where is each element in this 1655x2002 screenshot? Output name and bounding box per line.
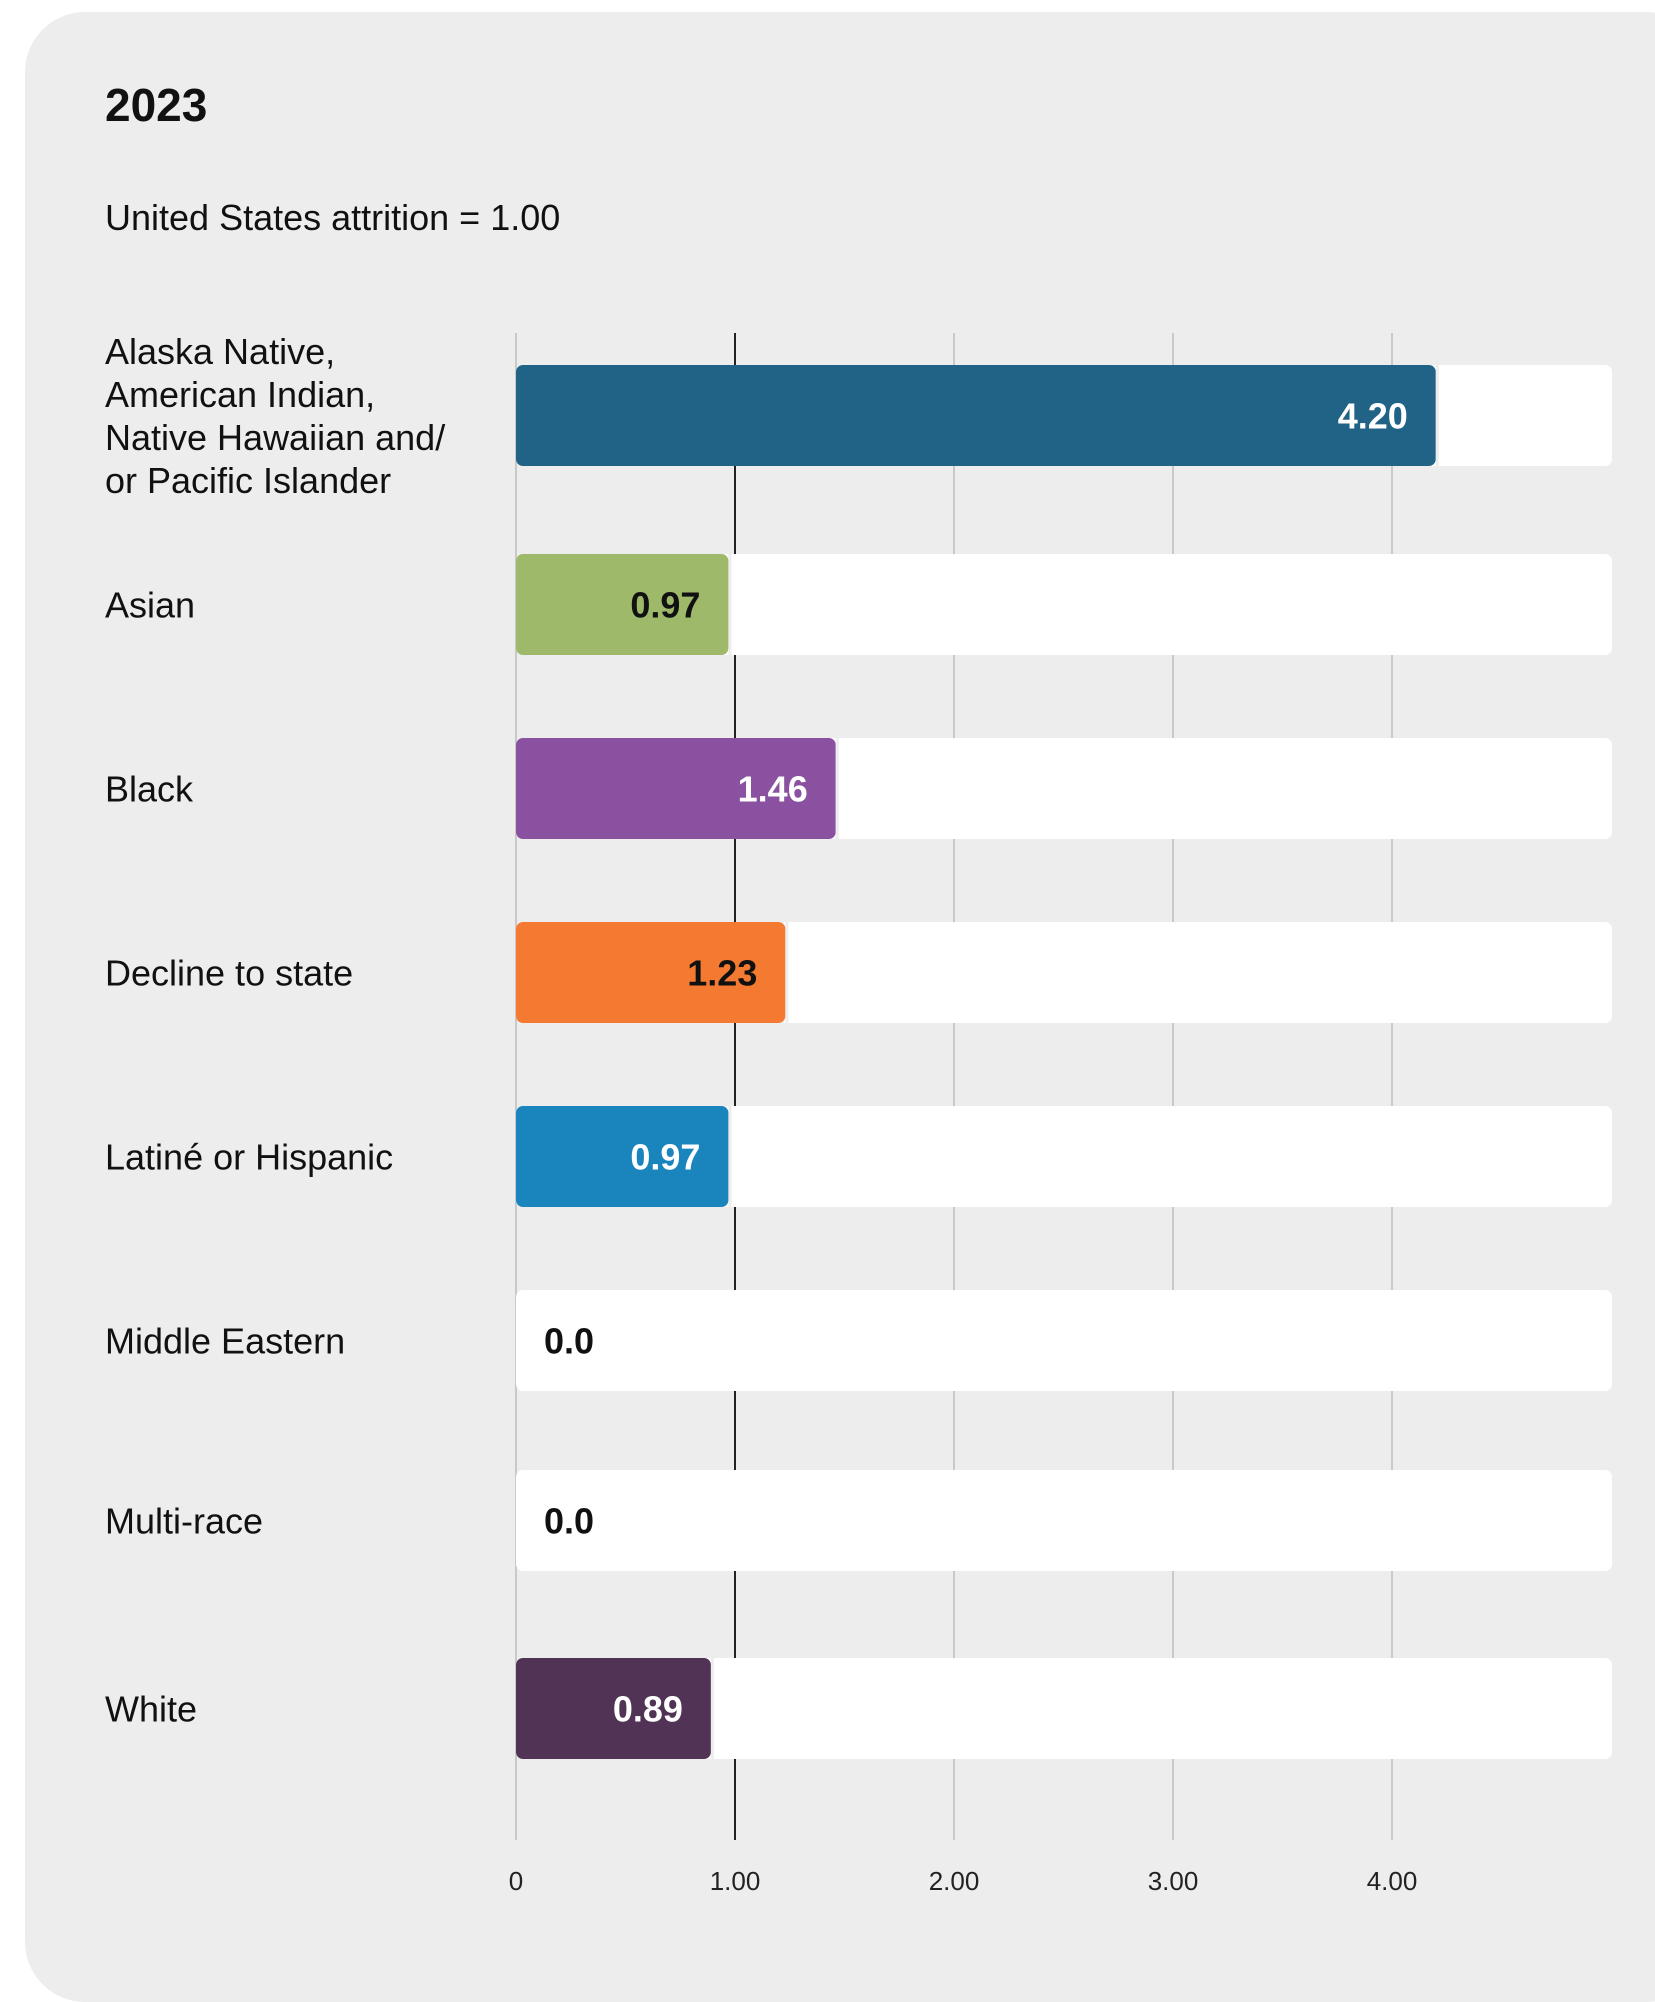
bar-value-label: 0.0 (544, 1321, 594, 1362)
bar-row: 0.97 (516, 554, 1612, 655)
bars-layer: 4.20 0.97 1.46 1.23 0.97 0.0 0.0 0.89 (516, 365, 1612, 1759)
category-labels-layer: Alaska Native, American Indian, Native Haw… (105, 331, 445, 1730)
bar-track (516, 1658, 1612, 1759)
x-tick-label: 4.00 (1367, 1866, 1418, 1896)
bar-separator (785, 922, 789, 1023)
category-label: Asian (105, 585, 195, 626)
bar-value-label: 0.0 (544, 1501, 594, 1542)
bar (516, 365, 1436, 466)
x-tick-label: 0 (509, 1866, 523, 1896)
bar-separator (728, 554, 732, 655)
bar-chart: 4.20 0.97 1.46 1.23 0.97 0.0 0.0 0.89 Alaska Na… (105, 331, 1612, 1896)
x-tick-label: 1.00 (710, 1866, 761, 1896)
bar-row: 0.97 (516, 1106, 1612, 1207)
bar-track (516, 1290, 1612, 1391)
category-label: White (105, 1689, 197, 1730)
category-label: Alaska Native, American Indian, Native Haw… (105, 331, 445, 501)
bar-row: 0.0 (516, 1290, 1612, 1391)
bar (516, 1658, 711, 1759)
bar (516, 922, 786, 1023)
bar-value-label: 0.97 (630, 585, 700, 626)
bar-track (516, 1470, 1612, 1571)
bar-row: 0.0 (516, 1470, 1612, 1571)
category-label: Multi-race (105, 1501, 263, 1542)
chart-subtitle: United States attrition = 1.00 (105, 197, 561, 238)
bar-value-label: 4.20 (1338, 396, 1408, 437)
bar-value-label: 1.23 (687, 953, 757, 994)
x-axis-ticks-layer: 0 1.00 2.00 3.00 4.00 (509, 1866, 1418, 1896)
bar-row: 4.20 (516, 365, 1612, 466)
x-tick-label: 3.00 (1148, 1866, 1199, 1896)
bar-track (516, 922, 1612, 1023)
bar-value-label: 0.97 (630, 1137, 700, 1178)
chart-title: 2023 (105, 79, 208, 131)
bar-value-label: 0.89 (613, 1689, 683, 1730)
bar-separator (835, 738, 839, 839)
bar-separator (1435, 365, 1439, 466)
bar-track (516, 1106, 1612, 1207)
bar-separator (728, 1106, 732, 1207)
bar-row: 0.89 (516, 1658, 1612, 1759)
bar-row: 1.46 (516, 738, 1612, 839)
category-label: Black (105, 769, 194, 810)
bar (516, 738, 836, 839)
bar-row: 1.23 (516, 922, 1612, 1023)
category-label: Middle Eastern (105, 1321, 345, 1362)
bar-value-label: 1.46 (738, 769, 808, 810)
bar (516, 554, 729, 655)
bar-separator (710, 1658, 714, 1759)
x-tick-label: 2.00 (929, 1866, 980, 1896)
category-label: Decline to state (105, 953, 353, 994)
bar (516, 1106, 729, 1207)
bar-track (516, 554, 1612, 655)
category-label: Latiné or Hispanic (105, 1137, 393, 1178)
